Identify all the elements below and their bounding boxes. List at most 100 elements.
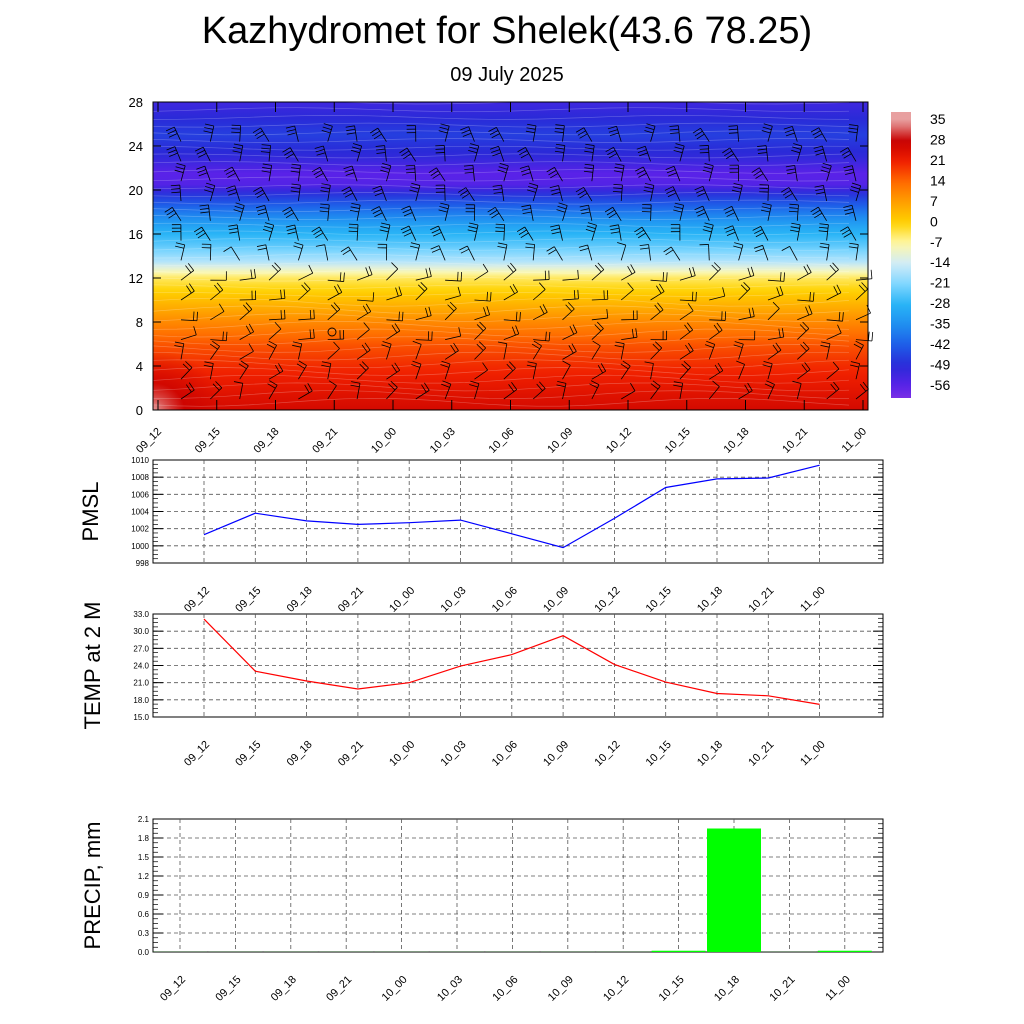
wind-barb-feather: [837, 324, 842, 334]
wind-barb-feather: [313, 229, 322, 236]
wind-barb-staff: [239, 350, 254, 360]
wind-barb-feather: [175, 166, 185, 170]
wind-barb-feather: [287, 231, 297, 235]
wind-barb: [409, 182, 421, 202]
wind-barb: [266, 340, 277, 360]
wind-barb: [849, 361, 861, 380]
wind-barb-feather: [185, 361, 193, 368]
wind-barb-feather: [659, 283, 665, 292]
wind-barb-feather: [685, 344, 691, 353]
wind-barb-staff: [465, 187, 475, 202]
temp-x-tick-label: 11_00: [798, 739, 828, 769]
wind-barb-feather: [470, 143, 479, 147]
wind-barb-feather: [285, 224, 295, 228]
wind-barb-feather: [351, 146, 361, 150]
wind-barb-feather: [673, 381, 683, 384]
wind-barb-feather: [421, 384, 427, 393]
pmsl-y-tick-label: 1006: [131, 490, 149, 499]
wind-barb-feather: [868, 331, 870, 341]
x-tick-label: 09_12: [134, 426, 164, 456]
wind-barb-staff: [327, 338, 344, 340]
wind-barb-staff: [708, 145, 710, 162]
precip-y-axis-label: PRECIP, mm: [80, 822, 105, 950]
wind-barb-feather: [320, 190, 330, 193]
wind-barb-feather: [674, 146, 684, 150]
wind-barb-feather: [675, 143, 685, 147]
wind-barb-staff: [847, 226, 857, 241]
wind-barb: [670, 224, 681, 241]
colorbar-label: 0: [930, 213, 938, 229]
wind-barb-feather: [606, 209, 615, 216]
wind-barb-feather: [866, 304, 871, 314]
wind-barb: [521, 204, 534, 221]
wind-barb: [233, 381, 244, 400]
wind-barb-staff: [847, 147, 857, 162]
wind-barb: [400, 225, 417, 241]
wind-barb-feather: [634, 226, 643, 233]
wind-barb-feather: [321, 183, 331, 186]
wind-barb-staff: [298, 390, 313, 400]
wind-barb-staff: [503, 269, 517, 281]
wind-barb: [203, 123, 215, 142]
wind-barb-feather: [600, 363, 607, 372]
wind-barb-staff: [562, 308, 575, 321]
wind-barb: [679, 291, 697, 302]
wind-barb-feather: [733, 182, 743, 186]
wind-barb: [767, 328, 785, 340]
wind-barb-staff: [826, 165, 832, 182]
wind-barb-staff: [415, 390, 430, 400]
wind-barb-staff: [294, 224, 299, 241]
wind-barb-staff: [591, 298, 608, 301]
wind-barb: [445, 327, 462, 340]
wind-barb: [438, 202, 450, 221]
wind-barb-feather: [687, 303, 694, 312]
wind-barb-staff: [641, 226, 651, 241]
precip-x-tick-label: 10_03: [435, 974, 465, 1004]
wind-barb-feather: [550, 173, 559, 179]
wind-barb-feather: [663, 246, 672, 253]
wind-barb-feather: [548, 170, 557, 176]
wind-barb-feather: [343, 189, 352, 195]
wind-barb-feather: [813, 145, 823, 149]
wind-barb-feather: [204, 189, 213, 193]
wind-barb: [180, 263, 195, 281]
colorbar-label: 7: [930, 193, 938, 209]
wind-barb: [527, 182, 539, 202]
wind-barb-staff: [738, 343, 744, 360]
wind-barb-feather: [402, 208, 412, 214]
wind-barb: [290, 163, 301, 182]
wind-barb-feather: [316, 152, 326, 156]
wind-barb: [282, 206, 299, 222]
wind-barb-staff: [209, 125, 215, 142]
wind-barb-feather: [673, 209, 683, 213]
wind-barb: [792, 380, 802, 400]
wind-barb-staff: [532, 289, 546, 301]
isotherm-line: [152, 320, 850, 330]
isotherm-line: [152, 199, 850, 205]
wind-barb-feather: [584, 163, 594, 166]
wind-barb-feather: [844, 168, 854, 172]
wind-barb-feather: [291, 187, 301, 190]
wind-barb: [261, 163, 273, 182]
wind-barb-feather: [382, 341, 392, 345]
temp-y-tick-label: 24.0: [133, 662, 149, 671]
wind-barb-feather: [716, 322, 723, 331]
precip-x-tick-label: 11_00: [823, 974, 853, 1004]
wind-barb: [386, 323, 401, 340]
wind-barb-staff: [826, 343, 831, 360]
wind-barb: [239, 269, 256, 281]
wind-barb-feather: [342, 249, 351, 255]
wind-barb-feather: [584, 147, 594, 150]
chart-subtitle: 09 July 2025: [450, 64, 564, 86]
wind-barb-feather: [428, 167, 437, 174]
wind-barb-staff: [415, 276, 432, 281]
wind-barb-staff: [180, 334, 197, 340]
wind-barb-staff: [767, 349, 782, 360]
wind-barb-feather: [459, 245, 468, 251]
wind-barb-staff: [415, 315, 432, 321]
wind-barb-feather: [527, 123, 537, 127]
wind-barb-feather: [522, 211, 532, 215]
wind-barb-feather: [497, 341, 507, 345]
wind-barb-staff: [620, 343, 625, 360]
wind-barb: [562, 289, 579, 301]
